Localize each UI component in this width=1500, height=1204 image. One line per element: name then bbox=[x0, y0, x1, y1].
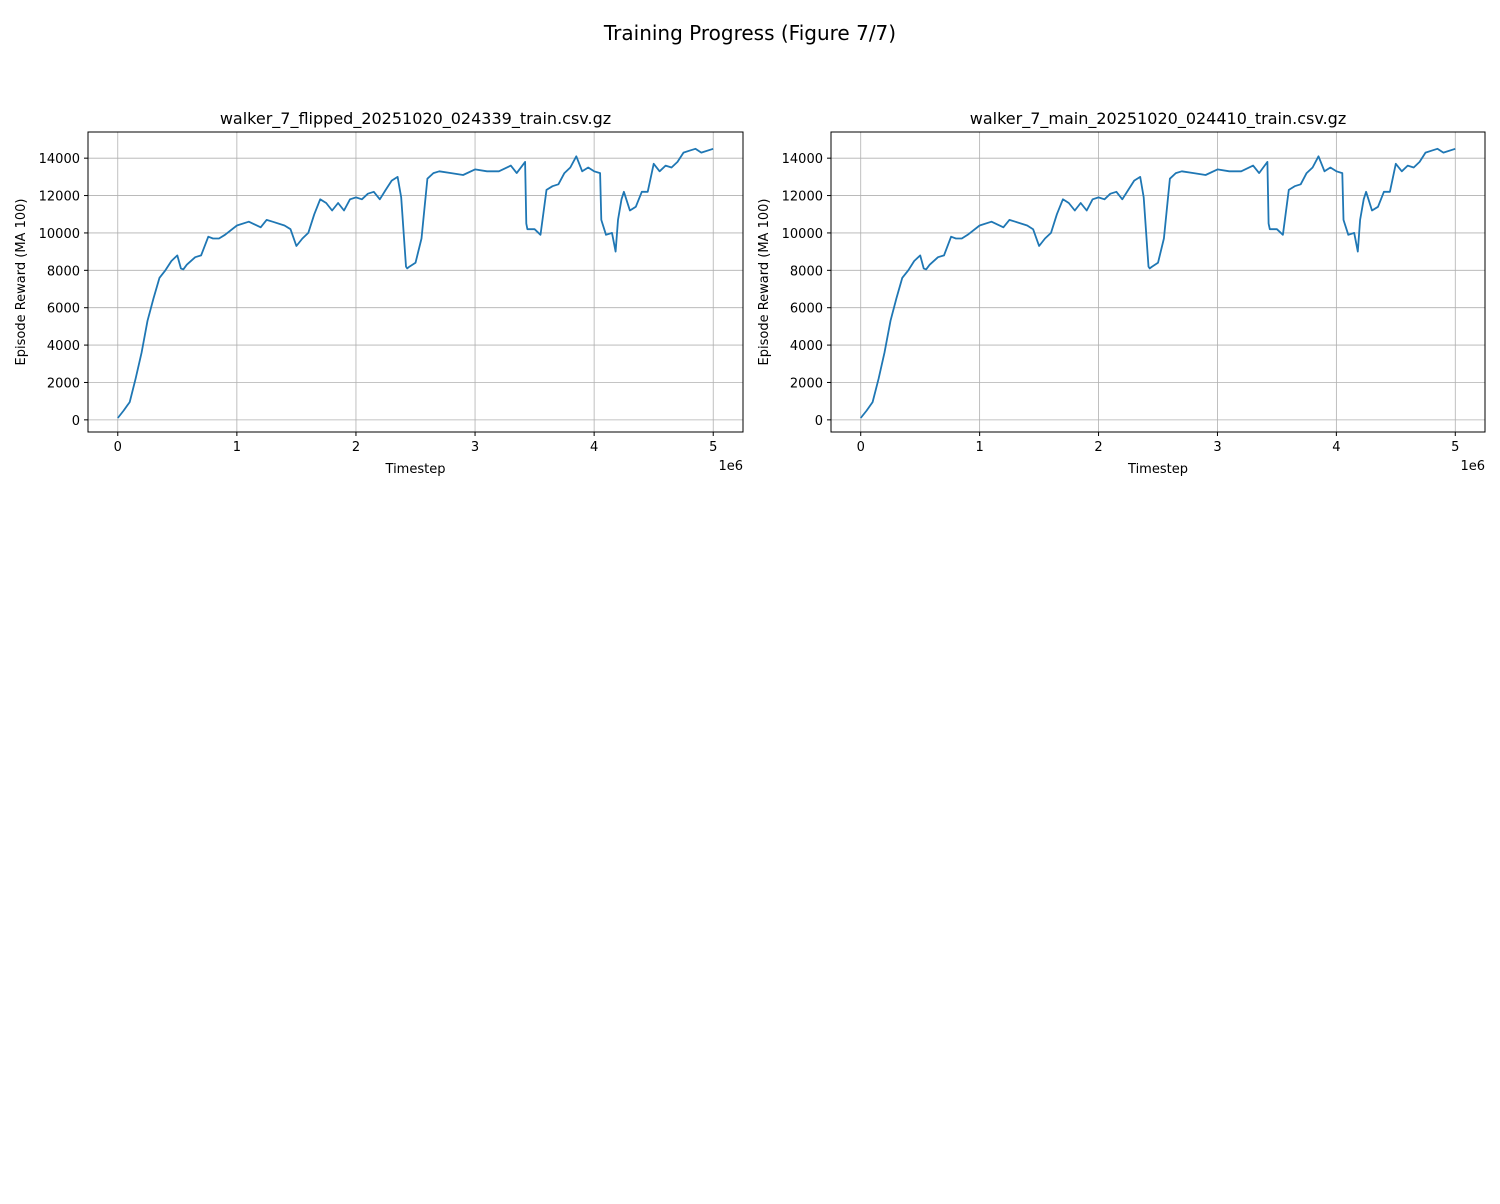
x-tick-label: 5 bbox=[709, 440, 717, 455]
subplot-title: walker_7_flipped_20251020_024339_train.c… bbox=[220, 109, 611, 129]
x-tick-label: 1 bbox=[975, 440, 983, 455]
y-tick-label: 8000 bbox=[790, 264, 823, 279]
y-tick-label: 0 bbox=[815, 414, 823, 429]
x-tick-label: 2 bbox=[1094, 440, 1102, 455]
x-tick-label: 0 bbox=[857, 440, 865, 455]
subplot-left: 0 1 2 3 4 5 0 2000 4000 6000 8000 10000 12000 14000 1e… bbox=[14, 109, 744, 477]
y-tick-label: 14000 bbox=[782, 152, 823, 167]
x-axis-label: Timestep bbox=[385, 462, 446, 477]
y-tick-label: 6000 bbox=[47, 302, 80, 317]
y-tick-label: 4000 bbox=[790, 339, 823, 354]
y-tick-label: 14000 bbox=[39, 152, 80, 167]
figure-suptitle: Training Progress (Figure 7/7) bbox=[603, 21, 896, 45]
axes-frame bbox=[830, 131, 1486, 433]
series-line bbox=[117, 147, 714, 419]
y-tick-label: 10000 bbox=[782, 227, 823, 242]
axes-frame bbox=[87, 131, 744, 433]
x-tick-label: 0 bbox=[114, 440, 122, 455]
y-tick-label: 8000 bbox=[47, 264, 80, 279]
y-tick-label: 12000 bbox=[39, 190, 80, 205]
x-tick-label: 3 bbox=[1213, 440, 1221, 455]
y-tick-label: 12000 bbox=[782, 190, 823, 205]
x-tick-label: 4 bbox=[590, 440, 598, 455]
x-tick-label: 1 bbox=[233, 440, 241, 455]
y-tick-label: 2000 bbox=[790, 376, 823, 391]
x-tick-label: 2 bbox=[352, 440, 360, 455]
y-axis-label: Episode Reward (MA 100) bbox=[757, 199, 772, 366]
x-tick-label: 4 bbox=[1332, 440, 1340, 455]
subplot-title: walker_7_main_20251020_024410_train.csv.… bbox=[970, 109, 1346, 129]
subplot-right: 0 1 2 3 4 5 0 2000 4000 6000 8000 10000 12000 14000 1e… bbox=[757, 109, 1486, 477]
y-tick-label: 4000 bbox=[47, 339, 80, 354]
y-tick-label: 10000 bbox=[39, 227, 80, 242]
x-offset-label: 1e6 bbox=[1460, 459, 1485, 474]
y-tick-label: 6000 bbox=[790, 302, 823, 317]
y-tick-label: 0 bbox=[72, 414, 80, 429]
x-tick-label: 3 bbox=[471, 440, 479, 455]
x-axis-label: Timestep bbox=[1127, 462, 1188, 477]
x-offset-label: 1e6 bbox=[718, 459, 743, 474]
x-tick-label: 5 bbox=[1451, 440, 1459, 455]
y-axis-label: Episode Reward (MA 100) bbox=[14, 199, 29, 366]
y-tick-label: 2000 bbox=[47, 376, 80, 391]
series-line bbox=[859, 147, 1456, 419]
